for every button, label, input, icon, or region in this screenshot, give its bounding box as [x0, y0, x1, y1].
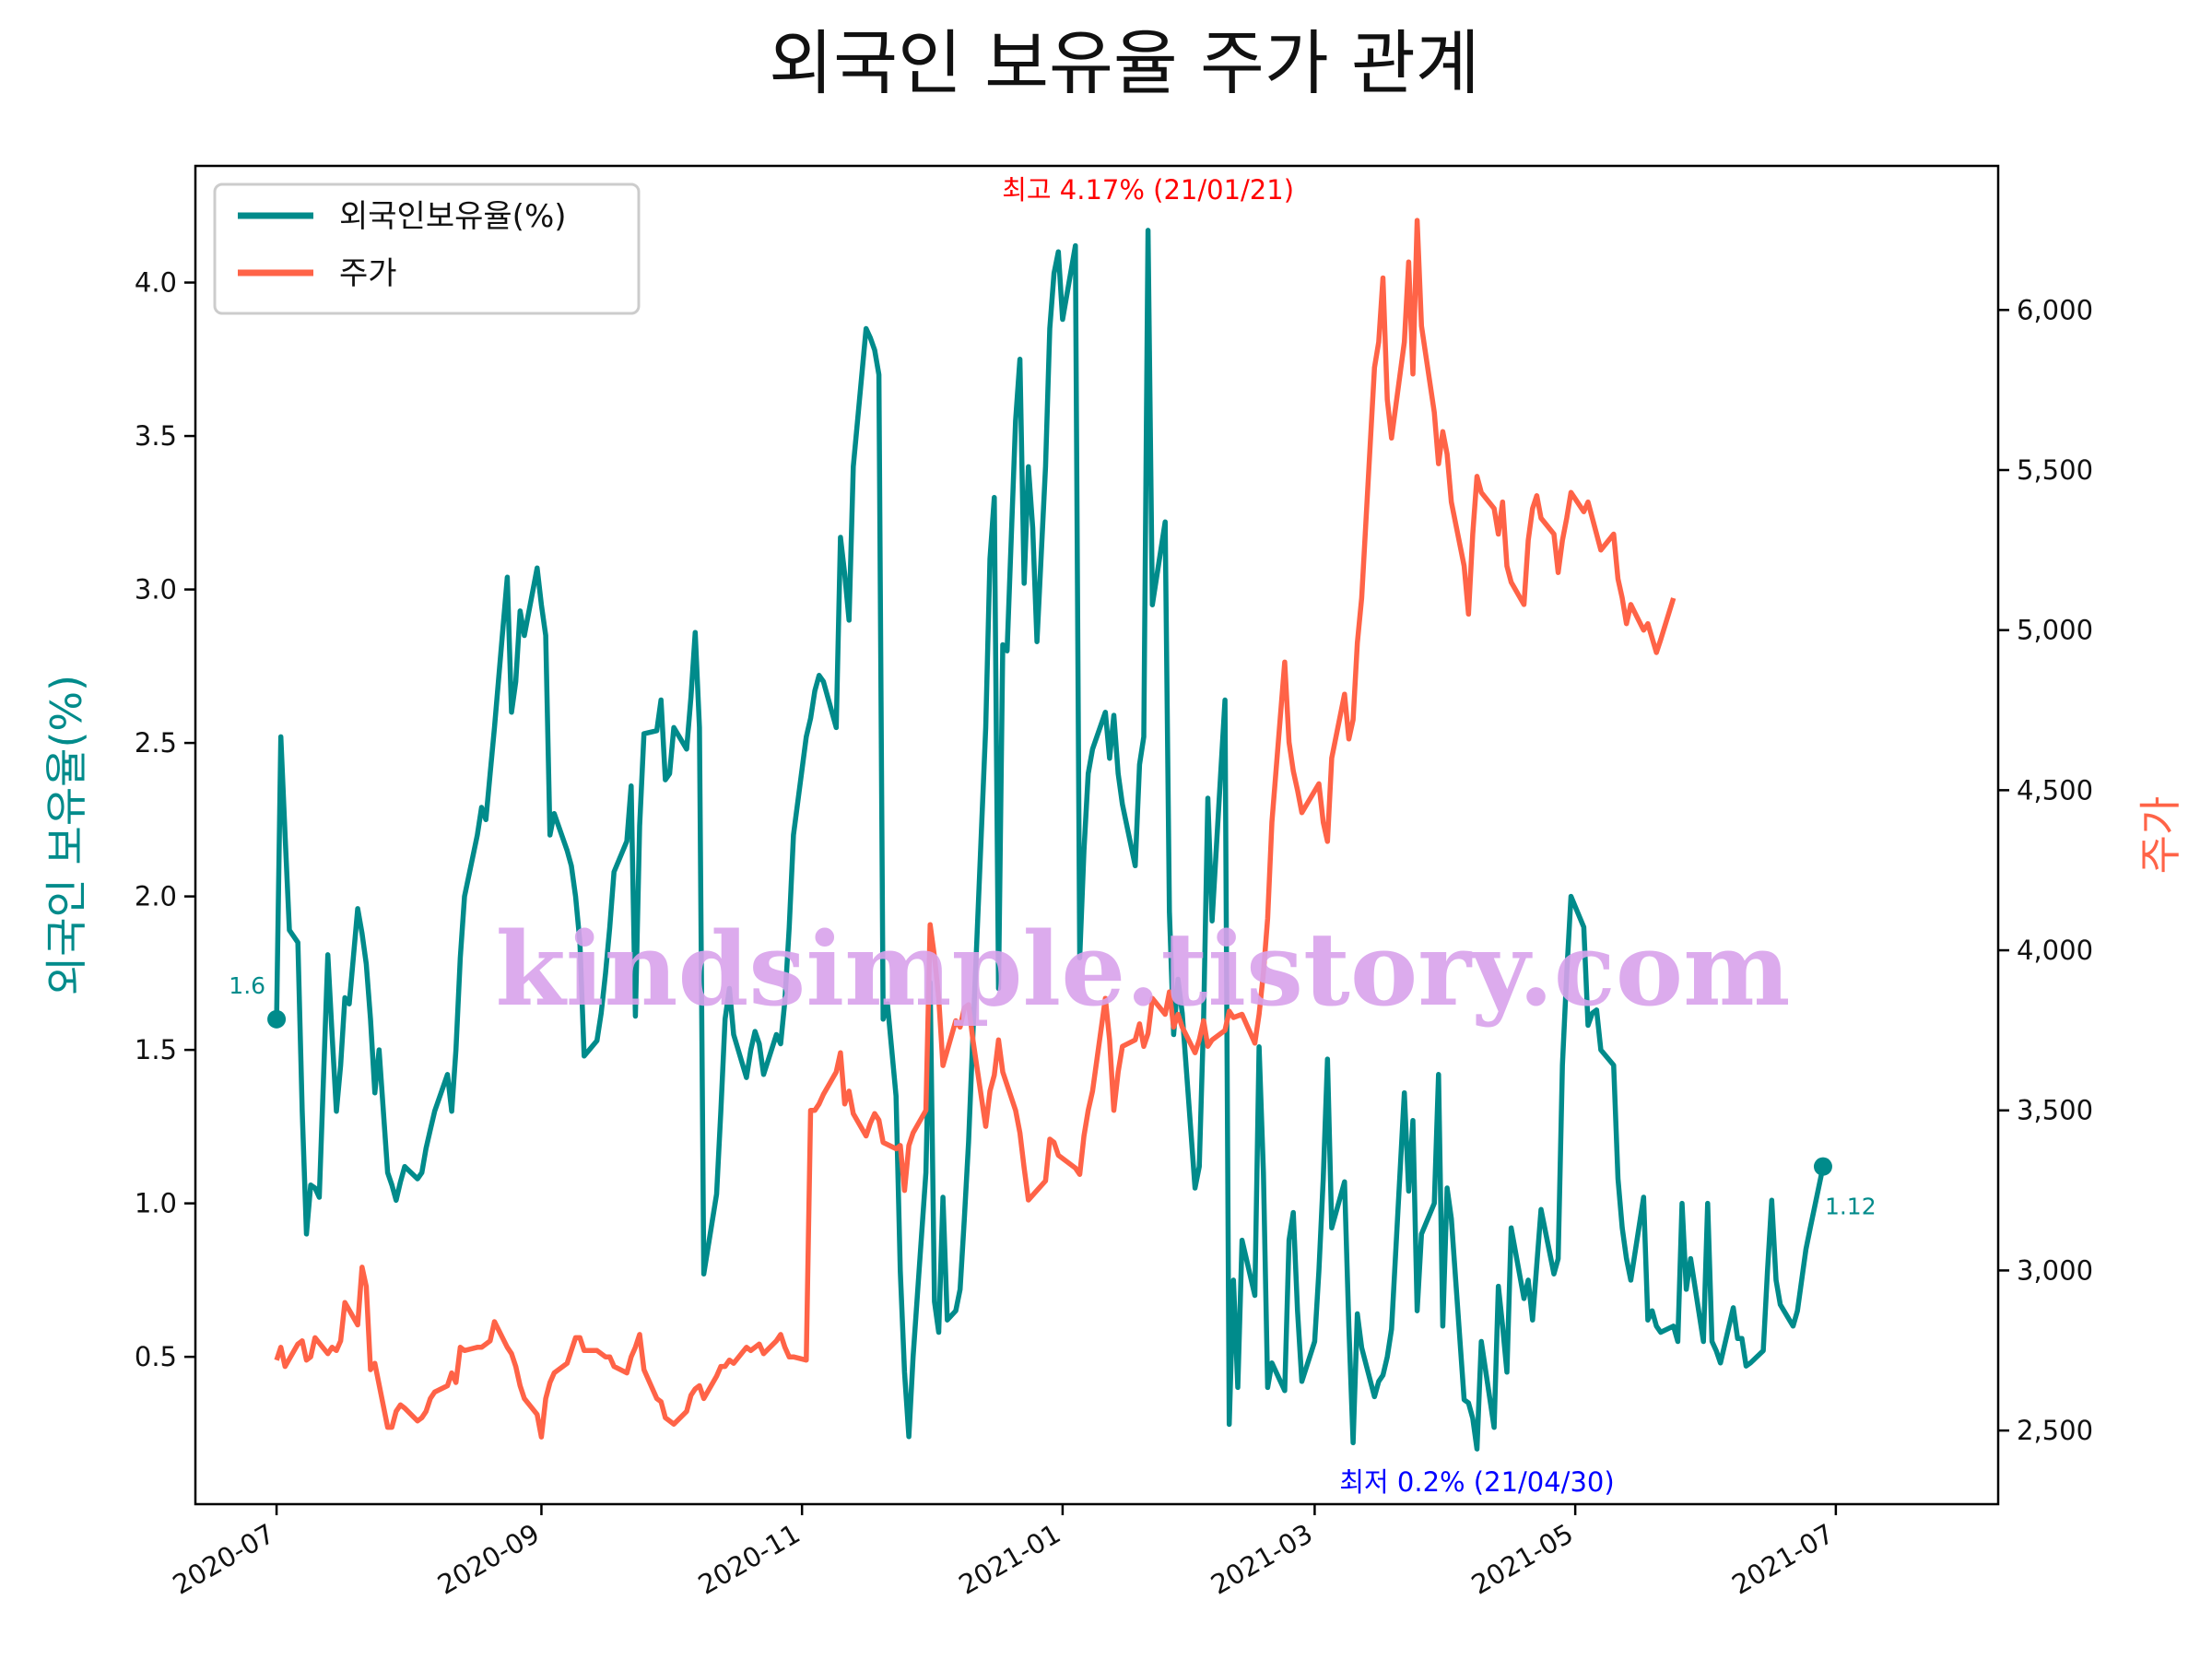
- watermark: kindsimple.tistory.com: [496, 910, 1791, 1029]
- y-right-tick-label: 3,000: [2017, 1254, 2093, 1286]
- y-right-tick-label: 6,000: [2017, 294, 2093, 325]
- y-left-tick-label: 1.0: [135, 1188, 177, 1219]
- y-axis-left-label: 외국인 보유율(%): [41, 675, 91, 995]
- x-tick-label: 2021-07: [1726, 1518, 1839, 1601]
- plot-area: 0.5 1.0 1.5 2.0 2.5 3.0 3.5 4.0 2,500 3,000 3,500 4…: [41, 164, 2185, 1601]
- y-right-tick-label: 3,500: [2017, 1095, 2093, 1126]
- x-tick-label: 2021-01: [953, 1518, 1065, 1601]
- start-point-marker: [267, 1009, 287, 1029]
- series-line-foreign: [274, 228, 1826, 1452]
- max-annotation: 최고 4.17% (21/01/21): [1002, 174, 1294, 206]
- y-right-tick-label: 4,000: [2017, 935, 2093, 966]
- legend: 외국인보유율(%) 주가: [213, 182, 641, 315]
- y-left-tick-label: 2.0: [135, 881, 177, 912]
- x-tick-label: 2021-03: [1206, 1518, 1318, 1601]
- y-left-tick-label: 0.5: [135, 1341, 177, 1372]
- y-right-tick-label: 5,500: [2017, 454, 2093, 486]
- y-left-tick-label: 4.0: [135, 267, 177, 299]
- plot-frame: [194, 164, 2000, 1506]
- y-left-tick-label: 1.5: [135, 1034, 177, 1065]
- x-tick-label: 2020-09: [432, 1518, 545, 1601]
- y-axis-right-label: 주가: [2136, 796, 2185, 875]
- start-value-label: 1.6: [229, 972, 265, 999]
- legend-box: [213, 182, 641, 315]
- x-tick-label: 2020-07: [168, 1518, 280, 1601]
- y-left-tick-label: 2.5: [135, 727, 177, 759]
- legend-label-price: 주가: [339, 255, 397, 292]
- min-annotation: 최저 0.2% (21/04/30): [1339, 1466, 1614, 1498]
- y-right-tick-label: 4,500: [2017, 774, 2093, 806]
- y-right-tick-label: 5,000: [2017, 615, 2093, 646]
- series-line-price: [274, 218, 1677, 1440]
- end-point-marker: [1813, 1157, 1832, 1176]
- x-tick-label: 2021-05: [1466, 1518, 1579, 1601]
- x-tick-label: 2020-11: [693, 1518, 806, 1601]
- legend-label-foreign: 외국인보유율(%): [339, 198, 567, 235]
- y-right-tick-label: 2,500: [2017, 1415, 2093, 1446]
- y-left-tick-label: 3.5: [135, 420, 177, 452]
- y-left-tick-label: 3.0: [135, 574, 177, 606]
- chart-title: 외국인 보유율 주가 관계: [769, 22, 1480, 104]
- end-value-label: 1.12: [1825, 1194, 1877, 1220]
